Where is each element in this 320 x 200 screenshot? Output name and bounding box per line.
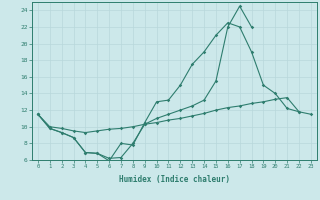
X-axis label: Humidex (Indice chaleur): Humidex (Indice chaleur) [119,175,230,184]
